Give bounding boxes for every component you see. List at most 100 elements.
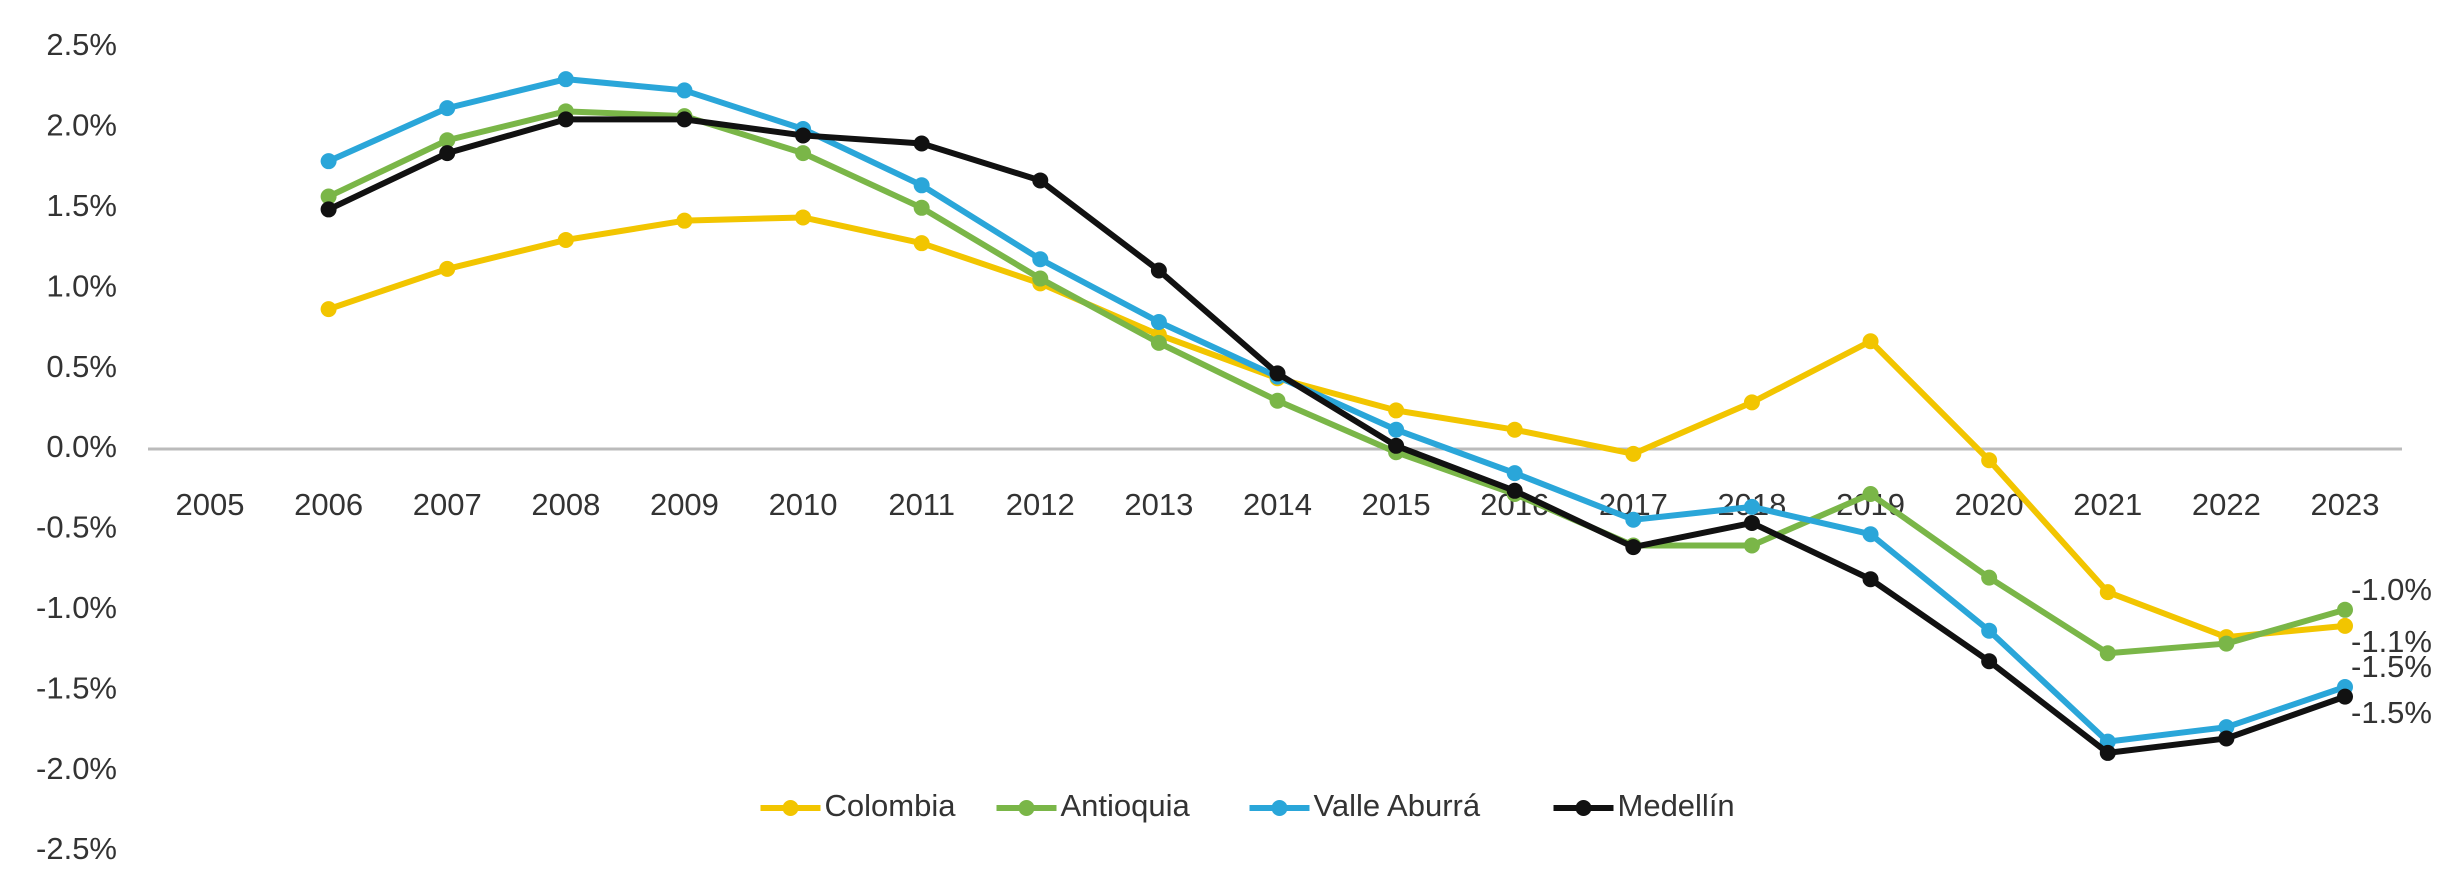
y-tick-label: -2.0% — [36, 751, 117, 786]
point — [1269, 392, 1286, 409]
point — [439, 260, 456, 277]
y-tick-label: 0.0% — [46, 429, 117, 464]
x-tick-label: 2010 — [769, 487, 838, 522]
x-tick-label: 2012 — [1006, 487, 1075, 522]
point — [2337, 601, 2353, 618]
point — [320, 153, 337, 170]
value-label: -1.0% — [2351, 572, 2432, 607]
point — [1862, 571, 1879, 588]
x-tick-label: 2022 — [2192, 487, 2261, 522]
point — [913, 235, 930, 252]
point — [1506, 482, 1523, 499]
x-tick-label: 2005 — [176, 487, 245, 522]
y-tick-label: 1.0% — [46, 268, 117, 303]
point — [1150, 262, 1167, 279]
point — [1743, 394, 1760, 411]
point — [557, 231, 574, 248]
y-tick-label: 0.5% — [46, 349, 117, 384]
point — [439, 100, 456, 117]
series-line — [327, 116, 2346, 756]
point — [2099, 584, 2116, 601]
point — [1981, 452, 1998, 469]
point — [320, 188, 337, 205]
series-line — [327, 76, 2346, 745]
legend-marker — [1018, 800, 1035, 816]
legend-marker — [1575, 800, 1592, 816]
y-tick-label: 2.5% — [46, 27, 117, 62]
point — [557, 111, 574, 128]
y-tick-label: 2.0% — [46, 108, 117, 143]
x-tick-label: 2021 — [2073, 487, 2142, 522]
point — [1981, 569, 1998, 586]
point — [439, 145, 456, 162]
y-tick-label: -2.5% — [36, 831, 117, 866]
x-tick-label: 2015 — [1362, 487, 1431, 522]
point — [1625, 511, 1642, 528]
y-tick-label: -0.5% — [36, 510, 117, 545]
point — [676, 212, 693, 229]
point — [2218, 730, 2235, 747]
point — [1743, 537, 1760, 554]
point — [1388, 437, 1405, 454]
point — [557, 71, 574, 88]
point — [320, 201, 337, 218]
point — [1862, 333, 1879, 350]
y-tick-label: -1.0% — [36, 590, 117, 625]
point — [2099, 744, 2116, 761]
point — [1506, 465, 1523, 482]
point — [2218, 719, 2235, 736]
x-tick-label: 2007 — [413, 487, 482, 522]
point — [676, 111, 693, 128]
point — [1862, 526, 1879, 543]
y-tick-label: 1.5% — [46, 188, 117, 223]
point — [1150, 334, 1167, 351]
x-tick-label: 2023 — [2311, 487, 2380, 522]
point — [795, 127, 812, 144]
point — [1032, 270, 1049, 287]
point — [1743, 498, 1760, 515]
point — [1506, 421, 1523, 438]
point — [1743, 514, 1760, 531]
legend-marker — [1271, 800, 1288, 816]
x-tick-label: 2013 — [1124, 487, 1193, 522]
point — [320, 301, 337, 318]
series-line — [327, 214, 2346, 641]
y-tick-label: -1.5% — [36, 670, 117, 705]
point — [439, 132, 456, 149]
legend-label: Antioquia — [1061, 788, 1191, 823]
point — [2218, 635, 2235, 652]
point — [2337, 617, 2353, 634]
point — [1625, 539, 1642, 556]
point — [913, 199, 930, 216]
x-tick-label: 2009 — [650, 487, 719, 522]
point — [913, 135, 930, 152]
point — [913, 177, 930, 194]
point — [1150, 313, 1167, 330]
point — [1862, 486, 1879, 503]
point — [1032, 172, 1049, 189]
point — [676, 82, 693, 99]
point — [1388, 421, 1405, 438]
point — [795, 209, 812, 226]
legend-label: Valle Aburrá — [1314, 788, 1481, 823]
point — [2099, 733, 2116, 750]
point — [1625, 445, 1642, 462]
point — [2337, 688, 2353, 705]
point — [1388, 402, 1405, 419]
point — [1981, 622, 1998, 639]
legend-label: Colombia — [825, 788, 957, 823]
point — [1269, 365, 1286, 382]
value-label: -1.1% — [2351, 624, 2432, 659]
point — [1981, 653, 1998, 670]
point — [2099, 645, 2116, 662]
legend-marker — [782, 800, 799, 816]
value-label: -1.5% — [2351, 649, 2432, 684]
x-tick-label: 2006 — [294, 487, 363, 522]
x-tick-label: 2020 — [1955, 487, 2024, 522]
point — [1032, 251, 1049, 268]
x-tick-label: 2014 — [1243, 487, 1312, 522]
x-tick-label: 2011 — [888, 487, 955, 522]
legend-label: Medellín — [1618, 788, 1735, 823]
point — [795, 145, 812, 162]
